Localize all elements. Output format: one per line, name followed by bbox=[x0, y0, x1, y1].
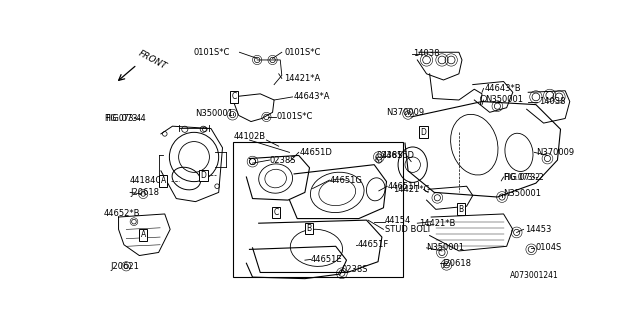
Text: 44643*B: 44643*B bbox=[485, 84, 522, 93]
Text: FIG.073-4: FIG.073-4 bbox=[105, 114, 142, 123]
Text: 0238S: 0238S bbox=[376, 151, 403, 160]
Text: 14038: 14038 bbox=[413, 49, 439, 58]
Text: J20618: J20618 bbox=[442, 259, 471, 268]
Text: 44616D: 44616D bbox=[382, 151, 415, 160]
Text: 44651D: 44651D bbox=[300, 148, 332, 157]
Bar bbox=[232, 142, 403, 277]
Text: D: D bbox=[420, 128, 426, 137]
Text: 0101S*C: 0101S*C bbox=[284, 48, 321, 57]
Text: 0101S*C: 0101S*C bbox=[276, 112, 313, 121]
Text: FRONT: FRONT bbox=[137, 49, 168, 71]
Text: D: D bbox=[200, 171, 206, 180]
Text: 44184C: 44184C bbox=[130, 176, 163, 185]
Text: 44651F: 44651F bbox=[357, 240, 388, 249]
Text: N350001: N350001 bbox=[504, 189, 541, 198]
Text: 0101S*C: 0101S*C bbox=[194, 48, 230, 57]
Text: 44154: 44154 bbox=[385, 216, 412, 225]
Text: 44102B: 44102B bbox=[234, 132, 266, 141]
Text: N370009: N370009 bbox=[536, 148, 574, 157]
Text: B: B bbox=[459, 205, 464, 214]
Text: C: C bbox=[274, 208, 279, 217]
Text: 0238S: 0238S bbox=[341, 265, 367, 274]
Text: STUD BOLT: STUD BOLT bbox=[385, 225, 431, 234]
Text: A073001241: A073001241 bbox=[510, 271, 559, 280]
Text: 44643*A: 44643*A bbox=[294, 92, 331, 101]
Text: 44652*B: 44652*B bbox=[103, 210, 140, 219]
Text: N350001: N350001 bbox=[427, 243, 465, 252]
Text: FIG.073-4: FIG.073-4 bbox=[105, 114, 145, 123]
Text: 14453: 14453 bbox=[525, 225, 552, 234]
Text: FIG.073-2: FIG.073-2 bbox=[504, 172, 544, 181]
Text: 44651H: 44651H bbox=[387, 182, 420, 191]
Text: B: B bbox=[306, 224, 311, 233]
Text: 14421*B: 14421*B bbox=[419, 219, 455, 228]
Text: J20618: J20618 bbox=[130, 188, 159, 197]
Text: J20621: J20621 bbox=[111, 262, 140, 271]
Text: N370009: N370009 bbox=[386, 108, 424, 117]
Text: N350001: N350001 bbox=[485, 95, 523, 105]
Text: A: A bbox=[161, 176, 166, 185]
Text: 0238S: 0238S bbox=[269, 156, 296, 164]
Text: 14421*A: 14421*A bbox=[284, 74, 321, 83]
Text: 14421*C: 14421*C bbox=[393, 185, 429, 194]
Text: 14038: 14038 bbox=[539, 97, 566, 106]
Text: 44651G: 44651G bbox=[330, 176, 362, 185]
Text: FIG.073-2: FIG.073-2 bbox=[504, 172, 541, 181]
Text: C: C bbox=[232, 92, 237, 101]
Text: N350001: N350001 bbox=[196, 108, 234, 117]
Text: 44651E: 44651E bbox=[311, 255, 342, 264]
Text: 0104S: 0104S bbox=[536, 243, 562, 252]
Text: A: A bbox=[141, 230, 146, 239]
